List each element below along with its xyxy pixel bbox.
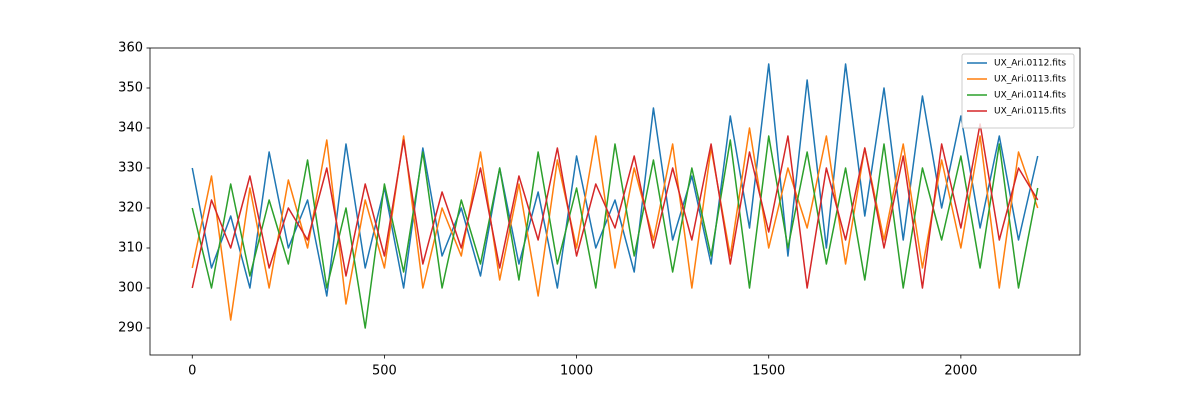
y-tick-label: 320 bbox=[118, 201, 143, 216]
plot-frame bbox=[149, 47, 1081, 356]
series-line bbox=[191, 135, 1039, 329]
legend-label: UX_Ari.0114.fits bbox=[994, 91, 1066, 101]
legend-box bbox=[961, 53, 1075, 129]
y-tick-label: 330 bbox=[118, 161, 143, 176]
legend-label: UX_Ari.0112.fits bbox=[994, 59, 1066, 69]
legend: UX_Ari.0112.fits UX_Ari.0113.fits UX_Ari.0… bbox=[961, 53, 1075, 129]
y-tick-label: 310 bbox=[118, 241, 143, 256]
y-tick-label: 340 bbox=[118, 121, 143, 136]
x-tick-label: 2000 bbox=[944, 364, 977, 379]
legend-label: UX_Ari.0113.fits bbox=[994, 75, 1066, 85]
legend-label: UX_Ari.0115.fits bbox=[994, 107, 1066, 117]
x-tick-label: 1000 bbox=[560, 364, 593, 379]
y-tick-label: 300 bbox=[118, 281, 143, 296]
y-tick-label: 350 bbox=[118, 81, 143, 96]
x-tick-label: 0 bbox=[188, 364, 196, 379]
x-tick-label: 500 bbox=[372, 364, 397, 379]
series-line bbox=[191, 123, 1039, 289]
y-tick-label: 360 bbox=[118, 41, 143, 56]
x-tick-label: 1500 bbox=[752, 364, 785, 379]
series-line bbox=[191, 127, 1039, 321]
y-tick-label: 290 bbox=[118, 321, 143, 336]
